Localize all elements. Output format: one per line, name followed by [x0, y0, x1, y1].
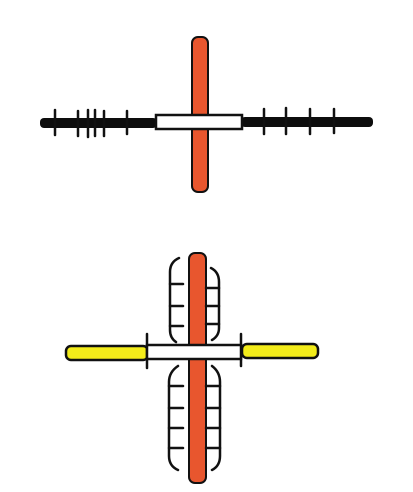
- lower-cross: [64, 252, 320, 484]
- lower-yellow-bar-left: [64, 344, 150, 362]
- upper-left-ticks: [53, 108, 129, 139]
- lower-upper-bracket-right: [204, 266, 221, 342]
- lower-white-segment: [145, 343, 243, 361]
- upper-white-segment: [154, 113, 244, 131]
- bracket-stroke: [168, 256, 181, 344]
- upper-black-bar-right: [241, 117, 373, 127]
- lower-lower-bracket-left: [167, 364, 185, 472]
- bracket-stroke: [210, 364, 222, 472]
- upper-right-ticks: [262, 106, 336, 136]
- upper-cross: [40, 36, 373, 193]
- lower-upper-bracket-left: [168, 256, 185, 344]
- lower-lower-bracket-right: [204, 364, 222, 472]
- bracket-stroke: [167, 364, 180, 472]
- upper-black-bar-left: [40, 118, 157, 128]
- bracket-stroke: [209, 266, 221, 342]
- lower-red-bar: [188, 252, 207, 484]
- lower-yellow-bar-right: [240, 342, 320, 360]
